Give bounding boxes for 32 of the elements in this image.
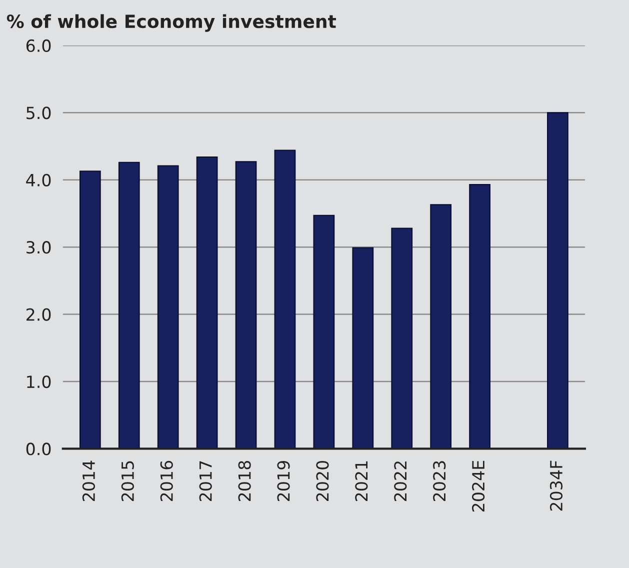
y-tick-label: 5.0 — [26, 106, 51, 120]
x-tick-label: 2023 — [433, 461, 446, 502]
y-tick-label: 6.0 — [26, 39, 51, 52]
x-tick-label: 2021 — [355, 461, 368, 502]
bar — [430, 204, 452, 449]
y-tick-label: 2.0 — [26, 308, 51, 321]
bar — [469, 184, 490, 449]
bar — [313, 214, 335, 449]
x-tick-label: 2024E — [472, 460, 485, 512]
x-tick-label: 2017 — [199, 461, 212, 502]
bar — [352, 247, 374, 449]
y-tick-label: 4.0 — [26, 174, 51, 186]
bar — [118, 162, 140, 449]
bar — [196, 156, 218, 449]
y-tick-label: 0.0 — [26, 442, 51, 456]
x-tick-label: 2034F — [550, 460, 563, 511]
y-tick-label: 1.0 — [27, 375, 51, 388]
x-tick-label: 2014 — [82, 460, 96, 502]
bar — [79, 170, 101, 449]
bar — [274, 150, 296, 449]
bar — [391, 228, 413, 449]
x-tick-label: 2020 — [316, 460, 329, 502]
bar — [235, 161, 257, 449]
x-tick-label: 2022 — [394, 462, 407, 502]
y-axis-title: % of whole Economy investment — [6, 14, 336, 32]
bar — [157, 165, 179, 449]
x-tick-label: 2016 — [160, 460, 173, 502]
bar — [547, 112, 568, 449]
x-tick-label: 2019 — [277, 461, 290, 502]
x-tick-label: 2015 — [121, 461, 134, 502]
y-tick-label: 3.0 — [26, 241, 51, 254]
x-tick-label: 2018 — [238, 460, 251, 502]
